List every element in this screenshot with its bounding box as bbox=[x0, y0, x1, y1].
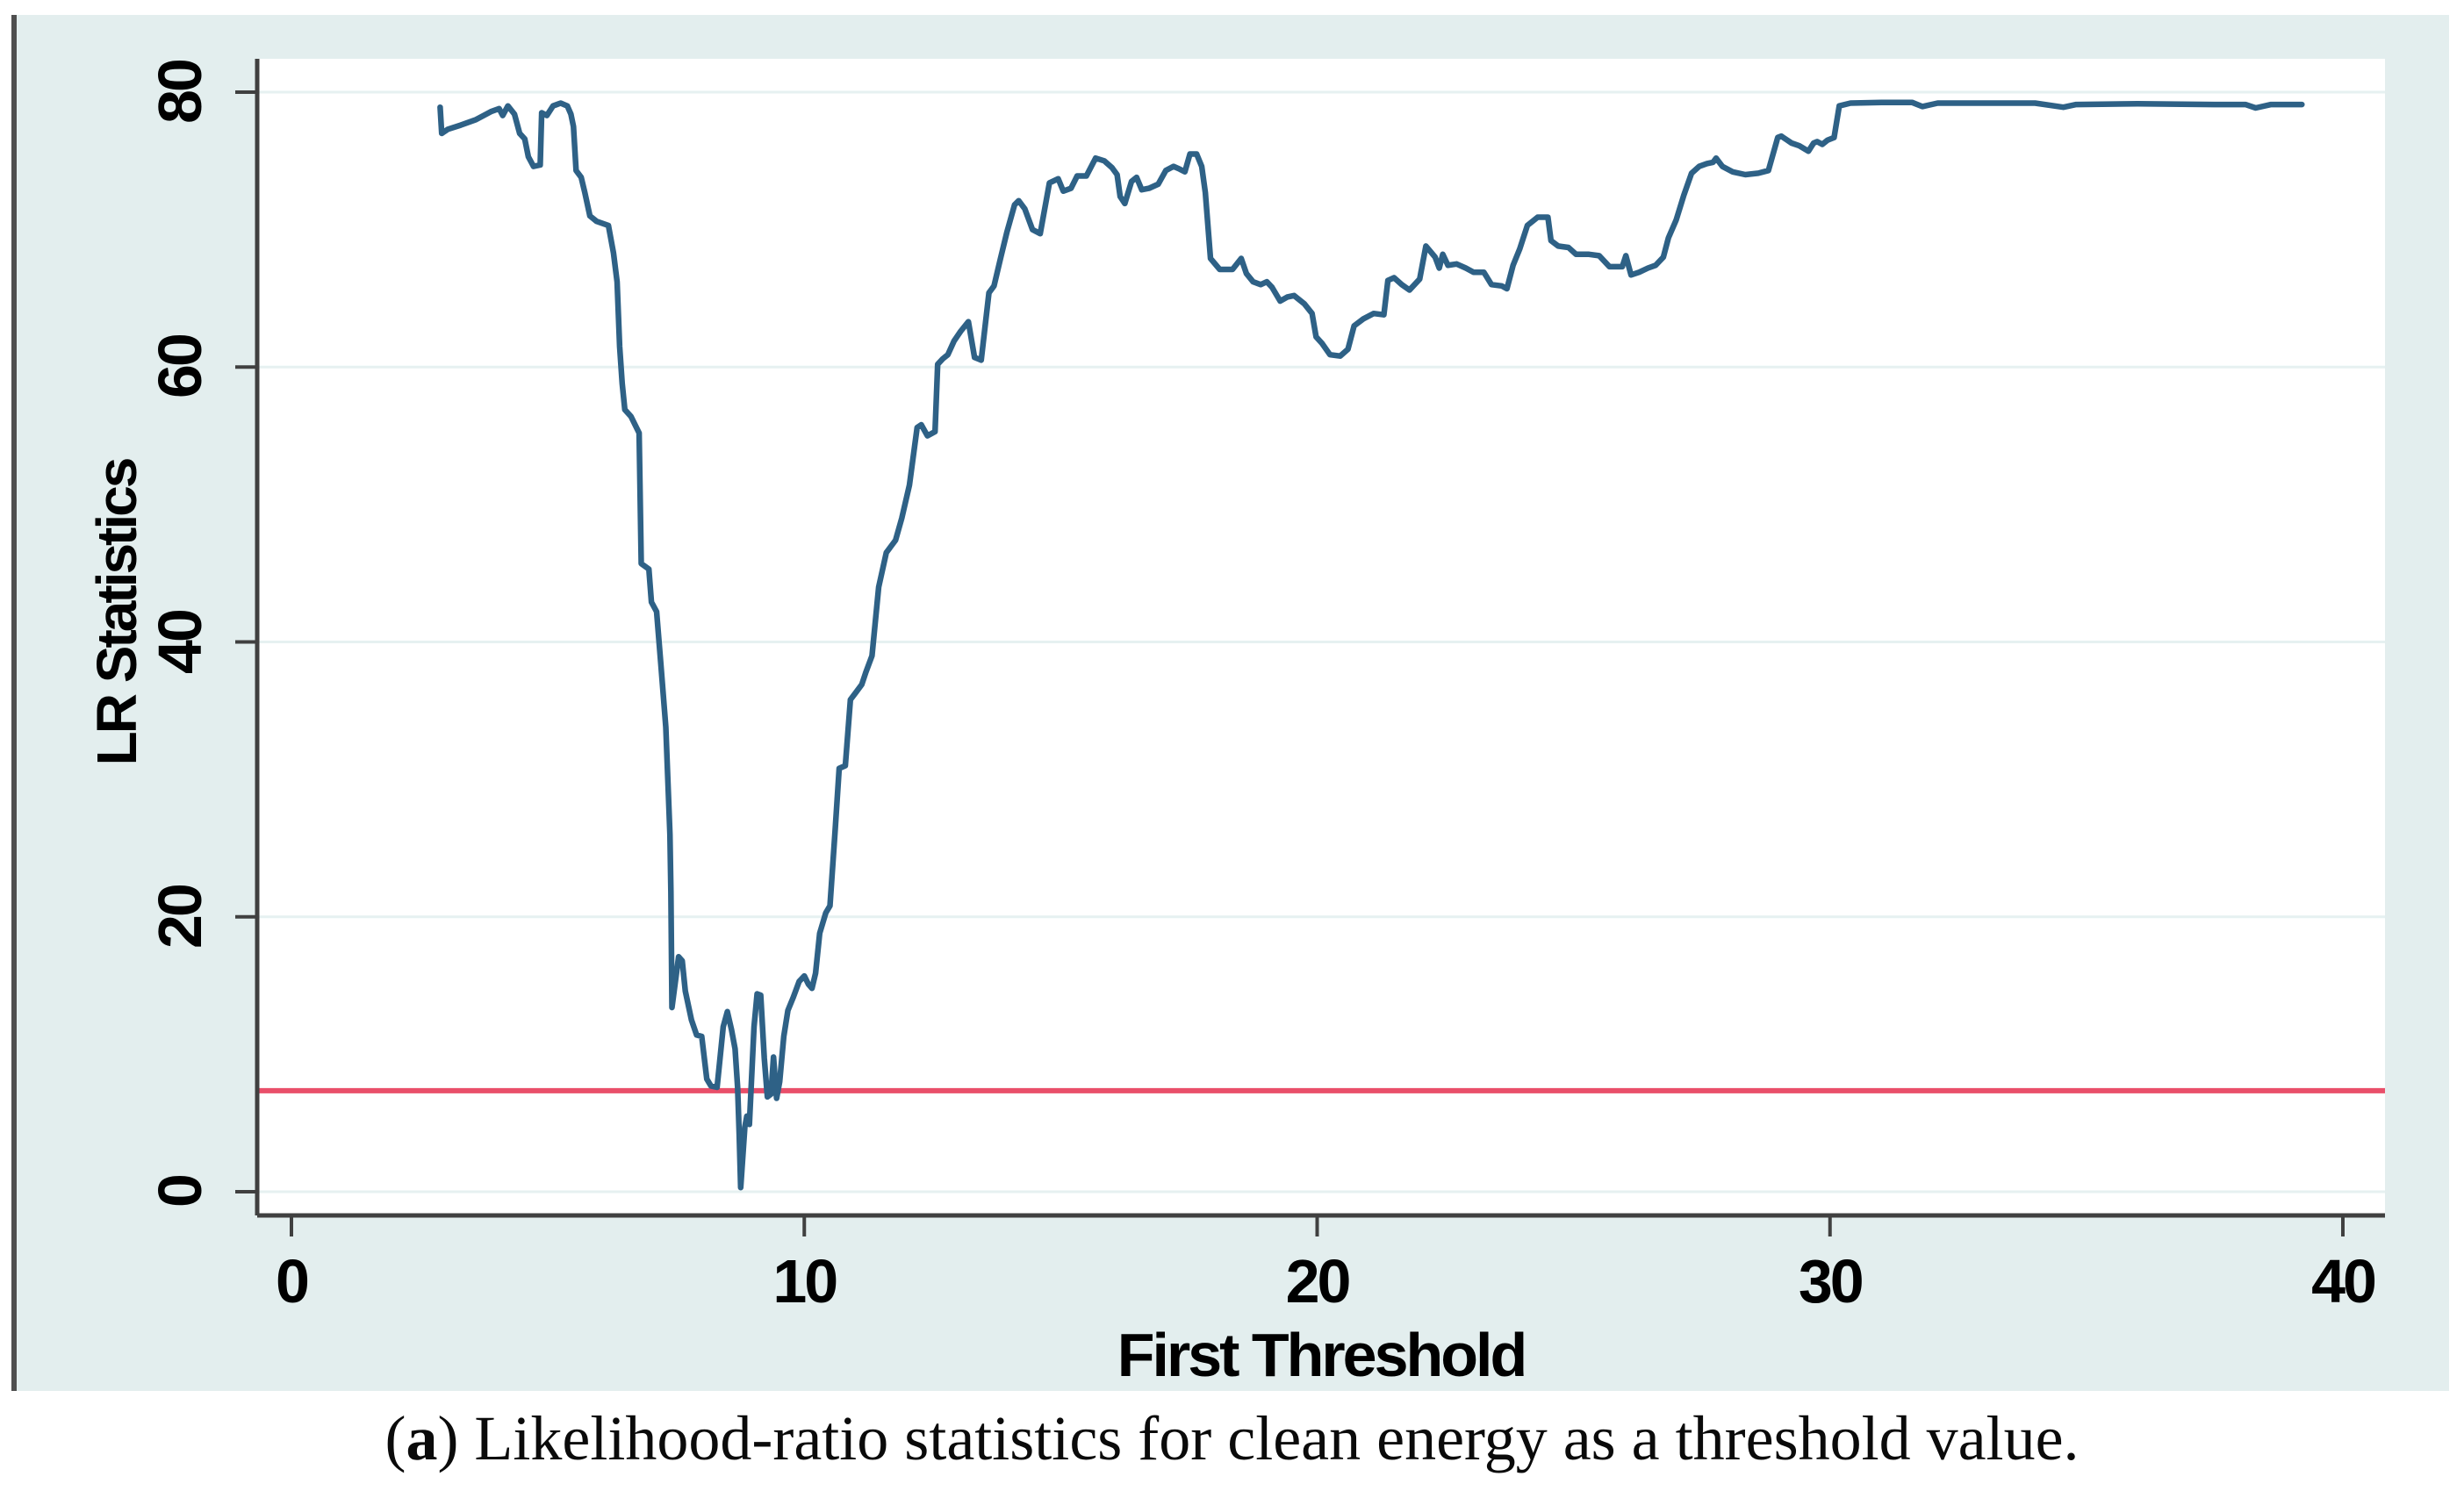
y-tick-label-40: 40 bbox=[146, 610, 214, 674]
caption-panel-letter: a bbox=[406, 1403, 438, 1473]
caption-text: ) Likelihood-ratio statistics for clean … bbox=[437, 1403, 2080, 1473]
y-tick-label-80: 80 bbox=[146, 61, 214, 124]
x-tick-label-10: 10 bbox=[772, 1247, 838, 1315]
figure-left-border bbox=[11, 15, 17, 1391]
x-tick-label-20: 20 bbox=[1285, 1247, 1352, 1315]
y-tick-label-60: 60 bbox=[146, 335, 214, 399]
x-axis-title: First Threshold bbox=[1117, 1321, 1527, 1389]
y-tick-label-20: 20 bbox=[146, 885, 214, 949]
x-tick-label-30: 30 bbox=[1798, 1247, 1864, 1315]
lr-series-line bbox=[437, 99, 2305, 1191]
caption-paren-open: ( bbox=[384, 1403, 406, 1473]
x-tick-label-40: 40 bbox=[2311, 1247, 2377, 1315]
x-tick-label-0: 0 bbox=[276, 1247, 310, 1315]
y-tick-label-0: 0 bbox=[146, 1176, 214, 1208]
y-axis-title: LR Statistics bbox=[85, 459, 148, 766]
plot-area bbox=[257, 59, 2385, 1215]
figure-caption: (a) Likelihood-ratio statistics for clea… bbox=[0, 1402, 2464, 1475]
